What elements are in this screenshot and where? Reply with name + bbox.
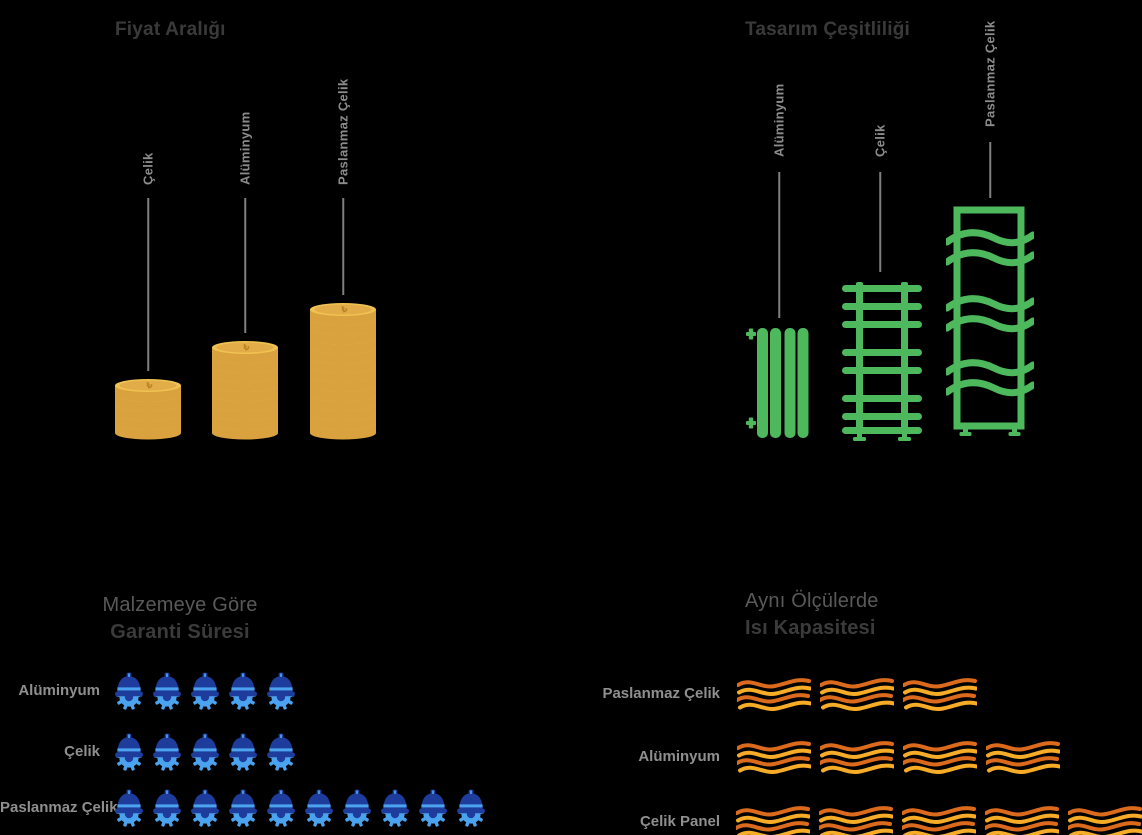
design-title: Tasarım Çeşitliliği xyxy=(745,18,911,40)
heat-heading: Aynı Ölçülerde Isı Kapasitesi xyxy=(745,590,879,640)
warranty-row-label-aluminyum: Alüminyum xyxy=(18,682,100,699)
svg-text:₺: ₺ xyxy=(242,342,252,354)
coin-stack-paslanmaz: ₺ xyxy=(309,301,377,441)
helmet-gear-icon xyxy=(381,789,409,827)
panel-radiator-icon xyxy=(746,328,809,438)
leader-line xyxy=(342,198,344,295)
helmet-gear-icon xyxy=(115,672,143,710)
heat-row-icons-aluminyum xyxy=(737,737,1060,777)
helmet-gear-icon xyxy=(191,733,219,771)
heat-row-icons-paslanmaz xyxy=(737,674,977,714)
warranty-title-line1: Malzemeye Göre xyxy=(102,594,258,616)
helmet-gear-icon xyxy=(115,733,143,771)
helmet-gear-icon xyxy=(343,789,371,827)
helmet-gear-icon xyxy=(229,733,257,771)
heat-title-line2: Isı Kapasitesi xyxy=(745,617,876,639)
helmet-gear-icon xyxy=(153,733,181,771)
design-label-aluminyum: Alüminyum xyxy=(771,83,787,157)
warranty-row-icons-celik xyxy=(112,733,298,771)
coin-stack-celik: ₺ xyxy=(114,377,182,441)
design-label-celik: Çelik xyxy=(872,124,888,157)
price-title: Fiyat Aralığı xyxy=(115,18,226,40)
helmet-gear-icon xyxy=(191,789,219,827)
design-label-paslanmaz: Paslanmaz Çelik xyxy=(982,20,998,127)
heat-row-icons-celik-panel xyxy=(736,802,1142,835)
heat-row-label-aluminyum: Alüminyum xyxy=(638,748,720,765)
helmet-gear-icon xyxy=(457,789,485,827)
helmet-gear-icon xyxy=(153,789,181,827)
designer-wave-radiator-icon xyxy=(946,206,1034,436)
helmet-gear-icon xyxy=(267,672,295,710)
towel-rail-radiator-icon xyxy=(842,282,922,441)
price-label-celik: Çelik xyxy=(140,152,156,185)
leader-line xyxy=(989,142,991,198)
heat-waves-icon xyxy=(986,741,1060,774)
heat-waves-icon xyxy=(737,741,811,774)
warranty-row-icons-aluminyum xyxy=(112,672,298,710)
helmet-gear-icon xyxy=(153,672,181,710)
leader-line xyxy=(244,198,246,333)
warranty-row-icons-paslanmaz xyxy=(112,789,488,827)
heat-title-line1: Aynı Ölçülerde xyxy=(745,590,879,612)
heat-waves-icon xyxy=(903,741,977,774)
heat-waves-icon xyxy=(985,806,1059,835)
svg-text:₺: ₺ xyxy=(340,304,350,316)
heat-waves-icon xyxy=(737,678,811,711)
price-label-paslanmaz: Paslanmaz Çelik xyxy=(335,78,351,185)
svg-text:₺: ₺ xyxy=(145,380,155,392)
helmet-gear-icon xyxy=(267,789,295,827)
heat-waves-icon xyxy=(820,678,894,711)
leader-line xyxy=(147,198,149,371)
heat-waves-icon xyxy=(819,806,893,835)
warranty-heading: Malzemeye Göre Garanti Süresi xyxy=(60,594,300,644)
helmet-gear-icon xyxy=(229,672,257,710)
heat-row-label-celik-panel: Çelik Panel xyxy=(639,813,720,830)
leader-line xyxy=(879,172,881,272)
heat-waves-icon xyxy=(902,806,976,835)
warranty-row-label-paslanmaz: Paslanmaz Çelik xyxy=(0,799,118,816)
warranty-row-label-celik: Çelik xyxy=(64,743,100,760)
warranty-title-line2: Garanti Süresi xyxy=(110,621,250,643)
helmet-gear-icon xyxy=(305,789,333,827)
heat-waves-icon xyxy=(736,806,810,835)
price-label-aluminyum: Alüminyum xyxy=(237,111,253,185)
leader-line xyxy=(778,172,780,318)
heat-row-label-paslanmaz: Paslanmaz Çelik xyxy=(602,685,720,702)
helmet-gear-icon xyxy=(229,789,257,827)
helmet-gear-icon xyxy=(267,733,295,771)
helmet-gear-icon xyxy=(191,672,219,710)
heat-waves-icon xyxy=(903,678,977,711)
heat-waves-icon xyxy=(820,741,894,774)
coin-stack-aluminyum: ₺ xyxy=(211,339,279,441)
helmet-gear-icon xyxy=(115,789,143,827)
helmet-gear-icon xyxy=(419,789,447,827)
heat-waves-icon xyxy=(1068,806,1142,835)
